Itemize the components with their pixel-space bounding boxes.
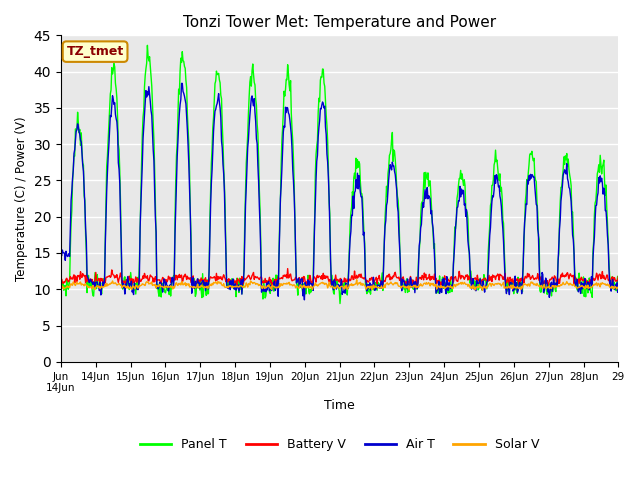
Solar V (429, 280, 437, 286)
Line: Solar V: Solar V (61, 280, 618, 290)
Battery V (437, 285, 445, 290)
Panel T (57, 273, 65, 279)
Line: Battery V: Battery V (61, 269, 618, 288)
Battery V (614, 274, 622, 279)
Air T (399, 276, 406, 282)
Battery V (274, 280, 282, 286)
Line: Panel T: Panel T (61, 45, 618, 303)
Air T (122, 284, 130, 289)
Solar V (253, 281, 260, 287)
Battery V (398, 276, 406, 281)
Panel T (336, 300, 344, 306)
Panel T (143, 42, 151, 48)
Air T (275, 293, 282, 299)
Battery V (122, 277, 130, 283)
Battery V (225, 276, 232, 282)
Line: Air T: Air T (61, 84, 618, 300)
Battery V (253, 275, 260, 281)
Panel T (275, 286, 282, 292)
Panel T (399, 280, 406, 286)
Air T (57, 251, 65, 256)
Solar V (122, 284, 130, 289)
Battery V (284, 266, 291, 272)
Air T (301, 297, 308, 303)
Battery V (429, 275, 437, 280)
Panel T (614, 283, 622, 289)
Panel T (253, 121, 261, 127)
Text: TZ_tmet: TZ_tmet (67, 45, 124, 58)
Solar V (614, 284, 622, 290)
X-axis label: Time: Time (324, 399, 355, 412)
Air T (226, 279, 234, 285)
Solar V (57, 285, 65, 291)
Solar V (353, 277, 360, 283)
Solar V (225, 283, 232, 289)
Panel T (122, 279, 130, 285)
Air T (178, 81, 186, 86)
Panel T (226, 277, 234, 283)
Air T (430, 237, 438, 242)
Air T (614, 278, 622, 284)
Solar V (479, 288, 486, 293)
Solar V (398, 284, 406, 289)
Y-axis label: Temperature (C) / Power (V): Temperature (C) / Power (V) (15, 116, 28, 281)
Legend: Panel T, Battery V, Air T, Solar V: Panel T, Battery V, Air T, Solar V (135, 433, 544, 456)
Panel T (430, 245, 438, 251)
Solar V (274, 285, 282, 290)
Air T (253, 141, 261, 146)
Battery V (57, 278, 65, 284)
Title: Tonzi Tower Met: Temperature and Power: Tonzi Tower Met: Temperature and Power (183, 15, 496, 30)
